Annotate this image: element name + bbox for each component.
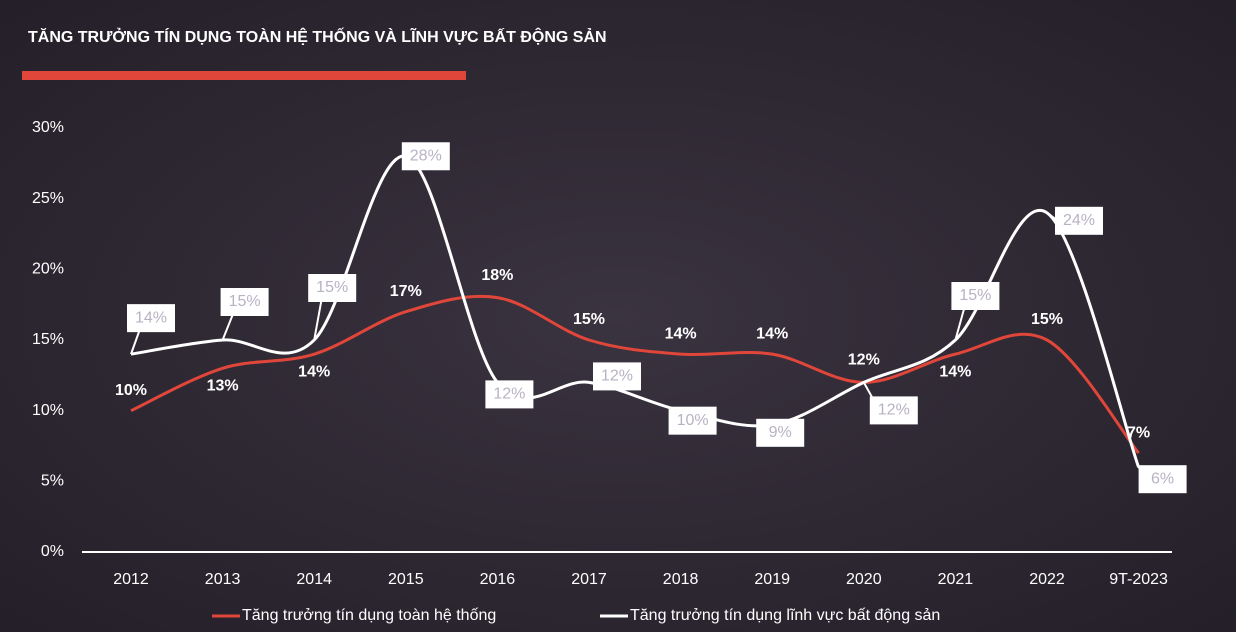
data-label: 14% xyxy=(665,325,697,342)
label-box xyxy=(1138,465,1187,494)
data-label: 12% xyxy=(493,386,525,403)
x-tick-label: 2022 xyxy=(1029,571,1065,588)
x-tick-label: 2020 xyxy=(846,571,882,588)
legend-label: Tăng trưởng tín dụng lĩnh vực bất động s… xyxy=(630,607,940,624)
data-label: 18% xyxy=(481,267,513,284)
legend-label: Tăng trưởng tín dụng toàn hệ thống xyxy=(242,607,496,624)
title-underline xyxy=(22,71,466,80)
x-tick-label: 2018 xyxy=(663,571,699,588)
data-label: 15% xyxy=(229,293,261,310)
label-box xyxy=(869,396,918,425)
data-label: 14% xyxy=(939,363,971,380)
data-label: 17% xyxy=(390,283,422,300)
data-label: 14% xyxy=(756,325,788,342)
y-tick-label: 5% xyxy=(41,473,64,490)
series-line xyxy=(130,294,1140,455)
label-box xyxy=(756,418,805,447)
data-label: 12% xyxy=(848,352,880,369)
data-label: 14% xyxy=(135,309,167,326)
data-label: 6% xyxy=(1151,470,1174,487)
y-tick-label: 15% xyxy=(32,331,64,348)
data-label: 15% xyxy=(959,287,991,304)
x-tick-label: 2021 xyxy=(938,571,974,588)
x-tick-label: 2016 xyxy=(480,571,516,588)
data-label: 28% xyxy=(410,147,442,164)
data-label: 12% xyxy=(878,402,910,419)
x-tick-label: 2015 xyxy=(388,571,424,588)
chart-title: TĂNG TRƯỞNG TÍN DỤNG TOÀN HỆ THỐNG VÀ LĨ… xyxy=(28,26,607,46)
data-label: 24% xyxy=(1063,212,1095,229)
data-label: 9% xyxy=(769,424,792,441)
data-label: 10% xyxy=(677,412,709,429)
label-box xyxy=(308,274,357,302)
callout xyxy=(313,295,324,341)
data-label: 15% xyxy=(316,279,348,296)
label-box xyxy=(127,304,175,333)
x-tick-label: 2017 xyxy=(571,571,607,588)
label-box xyxy=(220,288,269,316)
data-label: 7% xyxy=(1127,424,1150,441)
label-box xyxy=(593,362,641,391)
label-box xyxy=(668,406,717,435)
y-tick-label: 20% xyxy=(32,261,64,278)
data-label: 13% xyxy=(207,377,239,394)
data-label: 15% xyxy=(1031,311,1063,328)
x-tick-label: 2019 xyxy=(754,571,790,588)
data-label: 10% xyxy=(115,382,147,399)
y-tick-label: 10% xyxy=(32,402,64,419)
label-box xyxy=(401,142,450,171)
x-tick-label: 9T-2023 xyxy=(1109,571,1168,588)
x-tick-label: 2012 xyxy=(113,571,149,588)
label-box xyxy=(485,380,534,409)
label-box xyxy=(1055,206,1103,235)
label-box xyxy=(951,282,1000,310)
y-tick-label: 0% xyxy=(41,543,64,560)
x-tick-label: 2014 xyxy=(296,571,332,588)
data-label: 15% xyxy=(573,311,605,328)
y-tick-label: 25% xyxy=(32,190,64,207)
data-label: 12% xyxy=(601,368,633,385)
y-tick-label: 30% xyxy=(32,119,64,136)
data-label: 14% xyxy=(298,363,330,380)
series-line xyxy=(130,154,1141,468)
x-tick-label: 2013 xyxy=(205,571,241,588)
